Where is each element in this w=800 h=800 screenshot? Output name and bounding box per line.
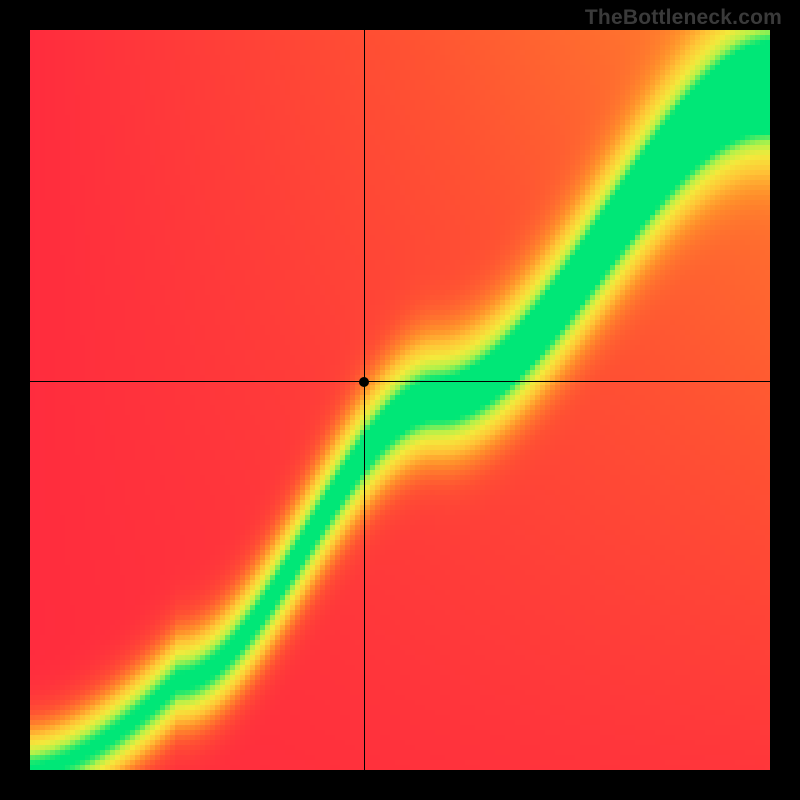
crosshair-horizontal (30, 381, 770, 382)
crosshair-vertical (364, 30, 365, 770)
chart-container: TheBottleneck.com (0, 0, 800, 800)
watermark-text: TheBottleneck.com (585, 6, 782, 30)
crosshair-dot (359, 377, 369, 387)
heatmap-canvas (30, 30, 770, 770)
plot-area (30, 30, 770, 770)
